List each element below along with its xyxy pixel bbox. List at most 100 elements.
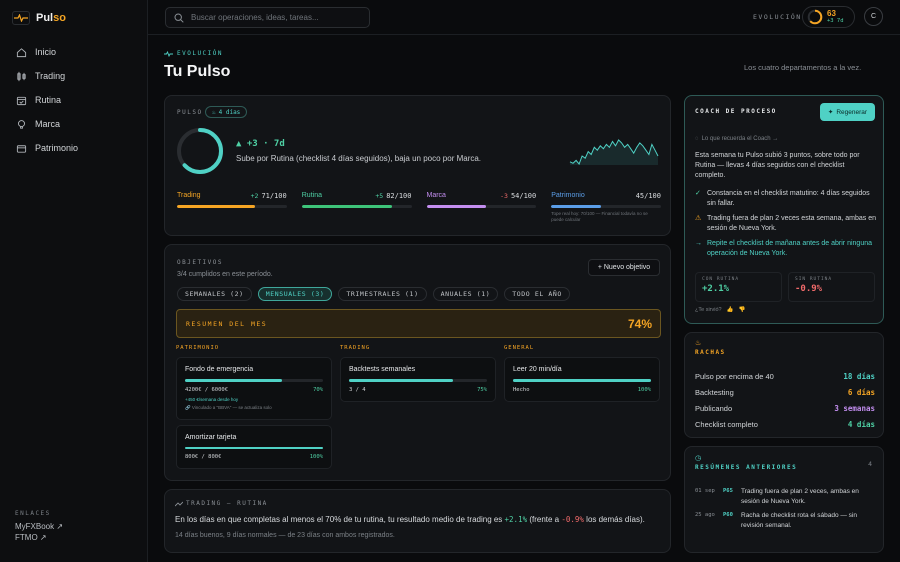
- metric-bar: [426, 205, 537, 208]
- avatar[interactable]: C: [864, 7, 883, 26]
- sidebar-item-patrimonio[interactable]: Patrimonio: [8, 136, 140, 160]
- goal-name: Fondo de emergencia: [185, 366, 254, 373]
- goal-card[interactable]: Amortizar tarjeta 800€ / 800€ 100%: [176, 424, 332, 469]
- trend-icon: [175, 501, 183, 506]
- page-subtitle: Los cuatro departamentos a la vez.: [744, 63, 862, 72]
- wallet-icon: [16, 144, 27, 153]
- metric-delta: +5: [375, 192, 384, 200]
- racha-row: Checklist completo 4 días: [695, 420, 875, 429]
- flame-icon: ♨: [695, 340, 702, 347]
- metric-bar: [177, 205, 287, 208]
- goal-column-trading: TRADING Backtests semanales 3 / 4 75%: [340, 345, 496, 407]
- metric-value: 54/100: [510, 192, 537, 200]
- sidebar-item-trading[interactable]: Trading: [8, 64, 140, 88]
- sidebar-item-label: Marca: [35, 119, 61, 129]
- metric-delta: +2: [250, 192, 259, 200]
- goal-percent: 100%: [637, 386, 651, 393]
- sidebar-item-rutina[interactable]: Rutina: [8, 88, 140, 112]
- racha-value: 3 semanas: [834, 404, 875, 413]
- sidebar-item-label: Trading: [35, 71, 66, 81]
- search-input[interactable]: Buscar operaciones, ideas, tareas...: [165, 7, 370, 28]
- pulso-label: PULSO: [177, 109, 203, 116]
- metric-bar: [551, 205, 661, 208]
- metric-marca[interactable]: Marca -3 54/100: [426, 192, 537, 223]
- resumenes-card: ◷ RESÚMENES ANTERIORES 4 01 sep P65 Tradin…: [684, 446, 884, 553]
- link-myfxbook[interactable]: MyFXBook ↗: [15, 522, 64, 531]
- tab-trimestrales[interactable]: TRIMESTRALES (1): [338, 287, 427, 301]
- brand-name: Pulso: [36, 12, 66, 24]
- link-ftmo[interactable]: FTMO ↗: [15, 533, 47, 542]
- racha-label: Checklist completo: [695, 420, 758, 429]
- objetivos-label: OBJETIVOS: [177, 259, 224, 266]
- goal-progress: Hecho: [513, 386, 530, 393]
- evolution-pill[interactable]: 63 +3 7d: [802, 6, 855, 28]
- sidebar-item-inicio[interactable]: Inicio: [8, 40, 140, 64]
- history-icon: ◷: [695, 455, 702, 462]
- memory-icon: ◌: [695, 136, 699, 142]
- racha-label: Publicando: [695, 404, 733, 413]
- trading-rutina-text: En los días en que completas al menos el…: [175, 515, 645, 524]
- lightbulb-icon: [18, 119, 25, 129]
- coach-item: ✓ Constancia en el checklist matutino: 4…: [695, 190, 870, 207]
- thumbs-down-icon[interactable]: 👎: [738, 307, 746, 313]
- trading-rutina-label: TRADING — RUTINA: [175, 500, 268, 507]
- objetivos-card: OBJETIVOS 3/4 cumplidos en este período.…: [164, 244, 671, 481]
- tab-mensuales[interactable]: MENSUALES (3): [257, 287, 333, 301]
- resumenes-count: 4: [868, 460, 872, 468]
- candlestick-icon: [17, 71, 26, 81]
- resumen-score: P60: [723, 512, 733, 518]
- coach-item: → Repite el checklist de mañana antes de…: [695, 240, 872, 257]
- new-goal-button[interactable]: + Nuevo objetivo: [588, 259, 660, 276]
- metric-patrimonio[interactable]: Patrimonio 45/100 Tope real hoy: 70/100 — …: [551, 192, 661, 223]
- goal-progress-bar: [349, 379, 487, 382]
- goal-column-general: GENERAL Leer 20 min/día Hecho 100%: [504, 345, 660, 407]
- goal-name: Leer 20 min/día: [513, 366, 562, 373]
- goal-column-patrimonio: PATRIMONIO Fondo de emergencia 4200€ / 600…: [176, 345, 332, 474]
- score-ring-icon: [807, 9, 823, 25]
- goal-card[interactable]: Fondo de emergencia 4200€ / 6000€ 70% +450 …: [176, 357, 332, 420]
- goal-percent: 70%: [313, 386, 323, 393]
- pulso-delta: ▲ +3 · 7d: [236, 139, 285, 149]
- resumen-item[interactable]: 01 sep P65 Trading fuera de plan 2 veces, …: [695, 487, 877, 506]
- coach-stats: CON RUTINA +2.1% SIN RUTINA -0.9%: [695, 272, 875, 302]
- pulso-description: Sube por Rutina (checklist 4 días seguid…: [236, 154, 482, 163]
- resumen-text: Racha de checklist rota el sábado — sin …: [741, 512, 857, 529]
- metric-bar: [301, 205, 412, 208]
- tab-semanales[interactable]: SEMANALES (2): [177, 287, 252, 301]
- goal-progress-bar: [185, 446, 323, 449]
- goal-column-title: PATRIMONIO: [176, 345, 220, 351]
- goal-progress: 3 / 4: [349, 386, 366, 393]
- sidebar: Pulso Inicio Trading Rutina Marca Patrim…: [0, 0, 148, 562]
- links-section: ENLACES MyFXBook ↗ FTMO ↗: [15, 510, 63, 544]
- pulso-ring: [177, 128, 223, 174]
- coach-title: COACH DE PROCESO: [695, 108, 777, 115]
- goal-link-note: 🔗 Vinculado a "BBVA" — se actualiza solo: [185, 404, 272, 410]
- goal-note: +450 €/semana desde hoy: [185, 396, 239, 402]
- sparkline-area: [570, 140, 658, 165]
- tab-anuales[interactable]: ANUALES (1): [432, 287, 499, 301]
- thumbs-up-icon[interactable]: 👍: [726, 307, 734, 313]
- metric-trading[interactable]: Trading +2 71/100: [177, 192, 287, 223]
- sidebar-item-marca[interactable]: Marca: [8, 112, 140, 136]
- arrow-right-icon: →: [695, 240, 702, 247]
- resumen-item[interactable]: 25 ago P60 Racha de checklist rota el sába…: [695, 511, 877, 530]
- goal-progress-bar: [185, 379, 323, 382]
- tab-todo-el-ano[interactable]: TODO EL AÑO: [504, 287, 570, 301]
- coach-memory-link[interactable]: ◌ Lo que recuerda el Coach →: [695, 136, 779, 142]
- pulse-logo-icon: [12, 11, 30, 25]
- metric-name: Marca: [426, 192, 446, 199]
- rachas-title: RACHAS: [695, 349, 726, 356]
- racha-value: 6 días: [847, 388, 875, 397]
- brand[interactable]: Pulso: [12, 11, 66, 25]
- sidebar-item-label: Rutina: [35, 95, 62, 105]
- metric-rutina[interactable]: Rutina +5 82/100: [301, 192, 412, 223]
- racha-value: 18 días: [843, 372, 875, 381]
- regenerate-button[interactable]: ✦ Regenerar: [820, 103, 875, 121]
- goal-card[interactable]: Leer 20 min/día Hecho 100%: [504, 357, 660, 402]
- sidebar-item-label: Inicio: [35, 47, 57, 57]
- section-tag: EVOLUCIÓN: [164, 50, 223, 57]
- evolution-label: EVOLUCIÓN: [753, 13, 802, 21]
- racha-row: Publicando 3 semanas: [695, 404, 875, 413]
- goal-progress-bar: [513, 379, 651, 382]
- goal-card[interactable]: Backtests semanales 3 / 4 75%: [340, 357, 496, 402]
